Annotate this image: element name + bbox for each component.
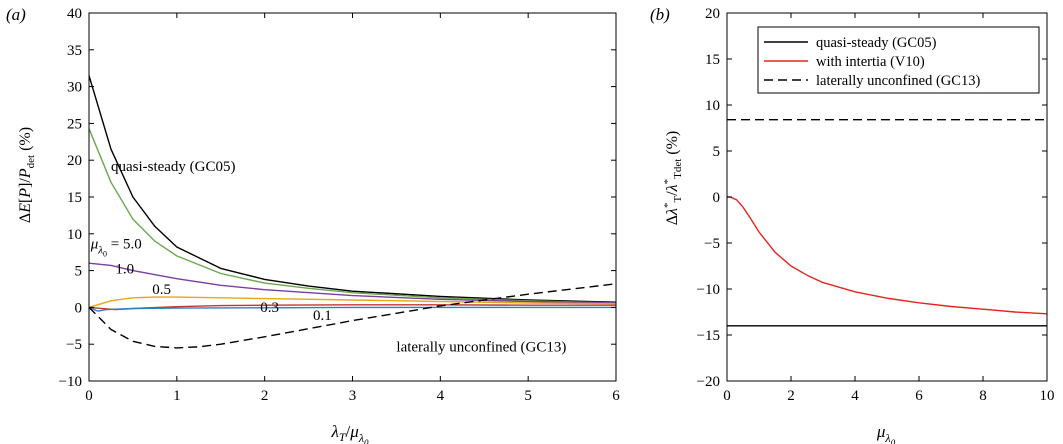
panel-b-series-group [727,119,1047,327]
panel-b-xtick-label: 6 [915,388,923,404]
panel-a-series-line-6 [89,283,616,349]
panel-a-series-line-5 [89,306,616,312]
panel-b-ytick-label: −10 [697,282,720,298]
panel-a-xtick-label: 1 [173,388,181,404]
panel-a-tag: (a) [6,5,26,24]
panel-b-ytick-label: 10 [705,98,720,114]
legend-entry: laterally unconfined (GC13) [816,73,980,89]
panel-a-plot-area: 0 1 2 3 4 5 6 −10 −5 0 5 10 15 20 25 30 35 40 quasi-steady… [59,6,621,404]
panel-a-ytick-label: 20 [67,153,82,169]
panel-a-xtick-label: 5 [524,388,532,404]
panel-b-xtick-label: 10 [1040,388,1055,404]
panel-a-xtick-label: 0 [85,388,93,404]
panel-a-ytick-label: 0 [75,300,83,316]
panel-a-series-line-0 [89,75,616,303]
panel-b-ytick-label: −5 [704,236,720,252]
panel-b-xtick-label: 4 [851,388,859,404]
panel-a-ytick-label: −10 [59,374,82,390]
panel-a-ytick-label: 40 [67,6,82,22]
panel-b-ytick-label: −15 [697,328,720,344]
panel-b-xtick-label: 8 [979,388,987,404]
panel-b-ytick-label: 20 [705,6,720,22]
panel-b-plot-area: 0 2 4 6 8 10 −20 −15 −10 −5 0 5 10 15 20 quasi-steady (… [697,6,1055,404]
panel-a-xtick-label: 2 [261,388,269,404]
panel-a-series-line-1 [89,128,616,304]
panel-a-frame [88,12,617,382]
panel-a-annotation: quasi-steady (GC05) [111,159,236,175]
panel-a-ytick-label: 30 [67,80,82,96]
panel-a-ytick-label: 35 [67,43,82,59]
panel-b-ytick-label: 5 [713,144,721,160]
legend-entry: quasi-steady (GC05) [816,35,937,51]
panel-b-tag: (b) [650,5,670,24]
panel-b-legend: quasi-steady (GC05) with intertia (V10) la… [757,26,1040,94]
panel-a-ytick-label: −5 [66,337,82,353]
panel-a-xtick-label: 4 [437,388,445,404]
panel-b: (b) 0 2 4 6 8 10 −20 −15 −10 −5 0 5 10 15 20 quasi-stea… [650,5,1055,444]
panel-a-annotation: laterally unconfined (GC13) [396,340,566,356]
panel-a: (a) 0 1 2 3 4 5 6 −10 −5 0 5 10 15 20 25 30 35 40 quasi-st… [6,5,620,444]
panel-a-xlabel: λT/μλ0 [330,422,369,444]
panel-b-ytick-label: 15 [705,52,720,68]
panel-a-ytick-label: 5 [75,264,83,280]
panel-b-xlabel: μλ0 [876,422,896,444]
legend-box [757,26,1040,94]
panel-a-ytick-label: 10 [67,227,82,243]
panel-a-series-group [89,75,616,349]
panel-b-ytick-label: 0 [713,190,721,206]
panel-b-xtick-label: 0 [723,388,731,404]
panel-a-annotation: 0.5 [152,282,171,298]
panel-b-ytick-label: −20 [697,374,720,390]
panel-b-xtick-label: 2 [787,388,795,404]
panel-a-annotation: 0.3 [260,300,279,316]
panel-a-xtick-label: 3 [349,388,357,404]
panel-a-ylabel: ΔE[P]/Pdet (%) [17,127,37,223]
panel-b-ylabel: Δλ*T/λ*Tdet (%) [662,131,684,226]
panel-a-annotation: μλ0 = 5.0 [90,237,142,259]
panel-a-xtick-label: 6 [612,388,620,404]
panel-a-annotation: 1.0 [115,262,134,278]
panel-b-series-line-1 [727,196,1047,315]
panel-a-ytick-label: 15 [67,190,82,206]
panel-a-annotation: 0.1 [313,308,332,324]
legend-entry: with intertia (V10) [816,54,925,70]
panel-a-ytick-label: 25 [67,116,82,132]
